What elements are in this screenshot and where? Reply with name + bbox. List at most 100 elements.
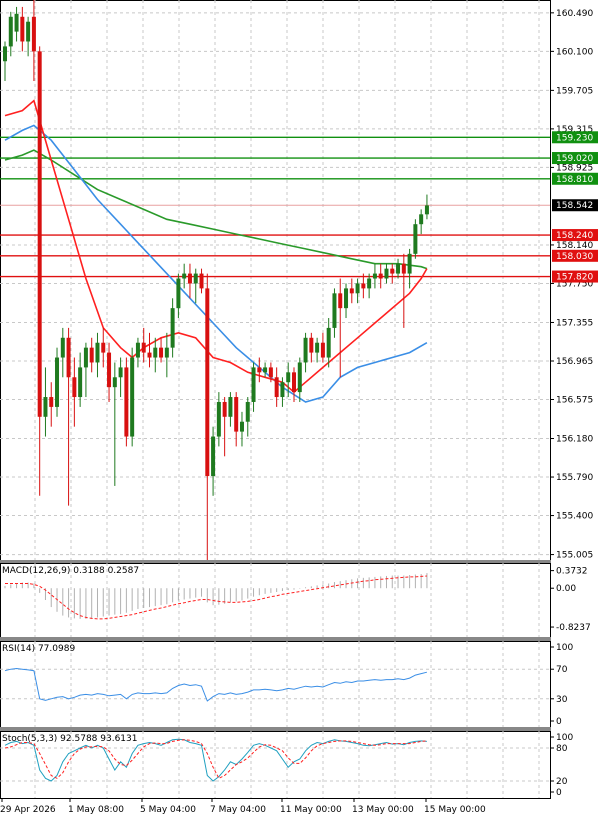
candle-body [182,273,187,279]
candle-body [118,367,123,378]
price-tick-label: 156.965 [556,357,593,367]
candle-body [349,288,354,294]
candle-body [309,337,314,353]
candle-body [292,372,296,393]
candle-body [361,283,366,289]
candle-body [124,367,129,437]
time-tick-label: 15 May 00:00 [424,805,486,815]
candle-body [390,268,395,274]
time-tick-label: 11 May 00:00 [280,805,342,815]
price-tick-label: 160.100 [556,47,593,57]
candle-body [332,293,337,328]
support-level-label: 158.030 [556,252,593,262]
candle-body [245,401,250,422]
rsi-line [4,667,428,702]
time-tick-label: 1 May 08:00 [68,805,124,815]
candle-body [384,268,389,279]
candle-body [8,16,13,47]
candle-body [234,397,239,432]
candle-body [89,347,94,363]
resistance-level-label: 159.230 [556,133,593,143]
candle-body [141,342,146,353]
macd-tick-label: 0.00 [556,584,576,594]
pane-separator [0,727,551,731]
candle-body [112,377,117,388]
candle-body [37,51,42,417]
rsi-tick-label: 0 [556,717,562,727]
candle-body [135,342,140,358]
support-level-tag [552,270,598,283]
candle-body [31,16,36,52]
candle-body [419,214,424,225]
rsi-tick-label: 100 [556,643,573,653]
price-tick-label: 158.925 [556,163,593,173]
candle-body [401,263,406,274]
candle-body [372,273,377,279]
support-level-tag [552,229,598,242]
candle-body [257,367,262,373]
candle-body [297,362,302,393]
candle-body [3,46,7,62]
time-tick-label: 5 May 04:00 [140,805,196,815]
candle-body [95,342,100,363]
candle-body [378,273,383,279]
stoch-tick-label: 100 [556,733,573,743]
current-price-label: 158.542 [556,201,593,211]
candle-body [344,288,349,309]
moving-average-fast-line [4,99,428,394]
candle-body [170,308,175,348]
price-tick-label: 160.490 [556,9,593,19]
price-tick-label: 155.400 [556,512,593,522]
candle-body [263,367,268,373]
macd-tick-label: 0.3732 [556,567,588,577]
resistance-level-tag [552,172,598,185]
resistance-level-tag [552,152,598,165]
moving-average-long-line [4,149,428,270]
time-tick-label: 7 May 04:00 [210,805,266,815]
candle-body [251,367,256,402]
stoch-signal-line [4,739,427,779]
candle-body [367,278,372,289]
candle-body [211,436,216,477]
candle-body [205,288,210,477]
candle-body [193,273,198,284]
candle-body [187,273,192,284]
rsi-tick-label: 70 [556,665,568,675]
candle-body [228,397,233,417]
candle-body [78,367,83,398]
candle-body [72,377,77,398]
macd-signal-line [5,575,427,620]
candles [3,0,429,560]
resistance-level-label: 159.020 [556,154,593,164]
stoch-tick-label: 20 [556,777,568,787]
candle-body [101,342,106,353]
candle-body [424,205,429,215]
candle-body [320,342,325,358]
stoch-pane-frame [0,731,551,799]
candle-body [164,347,169,358]
current-price-tag [552,199,598,212]
candle-body [55,357,60,407]
rsi-indicator-label: RSI(14) 77.0989 [2,644,75,654]
candle-body [83,347,88,368]
macd-tick-label: -0.8237 [556,623,591,633]
candle-body [216,401,221,437]
candle-body [286,372,291,383]
time-tick-label: 13 May 00:00 [352,805,414,815]
candle-body [280,382,285,398]
candle-body [153,347,158,358]
candle-body [407,253,412,274]
candle-body [355,283,360,294]
candle-body [66,337,71,378]
pane-separator [0,637,551,641]
candle-body [176,278,181,309]
price-tick-label: 156.180 [556,435,593,445]
candle-body [338,293,343,309]
support-level-label: 157.820 [556,273,593,283]
rsi-tick-label: 30 [556,695,568,705]
time-tick-label: 29 Apr 2026 [0,805,56,815]
candle-body [60,337,65,358]
